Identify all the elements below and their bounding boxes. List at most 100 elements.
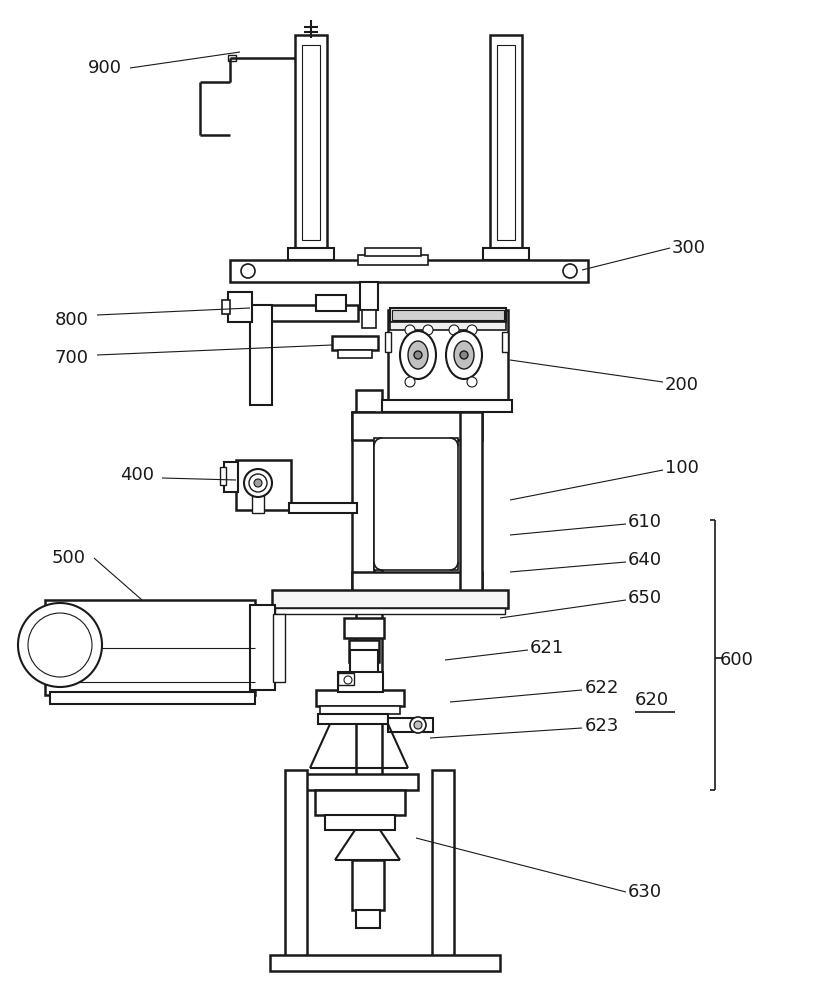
Bar bbox=[351, 412, 482, 440]
Bar bbox=[332, 336, 378, 350]
Bar bbox=[301, 45, 319, 240]
Bar bbox=[496, 45, 514, 240]
Bar bbox=[228, 55, 236, 61]
Bar bbox=[272, 590, 508, 608]
Bar bbox=[274, 608, 505, 614]
Text: 400: 400 bbox=[120, 466, 154, 484]
Bar bbox=[364, 248, 420, 256]
Bar bbox=[337, 350, 372, 358]
Bar bbox=[387, 310, 508, 405]
Bar bbox=[224, 462, 238, 492]
Bar bbox=[337, 673, 354, 685]
Circle shape bbox=[449, 325, 459, 335]
Text: 623: 623 bbox=[584, 717, 618, 735]
Circle shape bbox=[249, 474, 267, 492]
Bar bbox=[295, 35, 327, 255]
Text: 900: 900 bbox=[88, 59, 122, 77]
Bar bbox=[236, 460, 291, 510]
Bar bbox=[269, 955, 500, 971]
Bar bbox=[351, 572, 482, 600]
Text: 630: 630 bbox=[627, 883, 661, 901]
Text: 500: 500 bbox=[52, 549, 86, 567]
Bar bbox=[351, 860, 383, 910]
Ellipse shape bbox=[408, 341, 428, 369]
Bar bbox=[219, 467, 226, 485]
Text: 621: 621 bbox=[529, 639, 563, 657]
Bar bbox=[482, 248, 528, 260]
Circle shape bbox=[467, 377, 477, 387]
Bar bbox=[273, 614, 285, 682]
Circle shape bbox=[241, 264, 255, 278]
Ellipse shape bbox=[454, 341, 473, 369]
Text: 700: 700 bbox=[55, 349, 89, 367]
Bar bbox=[432, 770, 454, 970]
Bar bbox=[355, 390, 382, 810]
Text: 622: 622 bbox=[584, 679, 618, 697]
Bar bbox=[285, 770, 306, 970]
Bar bbox=[373, 438, 458, 570]
Circle shape bbox=[405, 377, 414, 387]
Circle shape bbox=[467, 325, 477, 335]
Bar bbox=[360, 282, 378, 310]
Ellipse shape bbox=[446, 331, 482, 379]
Circle shape bbox=[414, 721, 422, 729]
Bar bbox=[288, 503, 356, 513]
Bar bbox=[382, 400, 511, 412]
Circle shape bbox=[244, 469, 272, 497]
Bar bbox=[250, 605, 274, 690]
Circle shape bbox=[254, 479, 262, 487]
Text: 800: 800 bbox=[55, 311, 88, 329]
Circle shape bbox=[414, 351, 422, 359]
Bar bbox=[250, 305, 358, 321]
Bar bbox=[385, 332, 391, 352]
Circle shape bbox=[423, 325, 432, 335]
Circle shape bbox=[28, 613, 92, 677]
Text: 610: 610 bbox=[627, 513, 661, 531]
Bar bbox=[501, 332, 508, 352]
Bar bbox=[390, 308, 505, 322]
Bar bbox=[318, 714, 387, 724]
Bar bbox=[344, 618, 383, 638]
Bar bbox=[229, 260, 587, 282]
Bar bbox=[228, 292, 251, 322]
Bar bbox=[337, 672, 382, 692]
Text: 600: 600 bbox=[719, 651, 753, 669]
Text: 640: 640 bbox=[627, 551, 661, 569]
Bar bbox=[459, 412, 482, 600]
Bar bbox=[355, 910, 379, 928]
Bar bbox=[490, 35, 522, 255]
Circle shape bbox=[459, 351, 468, 359]
Circle shape bbox=[344, 676, 351, 684]
Bar bbox=[319, 706, 400, 714]
Bar bbox=[315, 690, 404, 706]
Bar bbox=[361, 310, 376, 328]
Circle shape bbox=[410, 717, 426, 733]
Bar bbox=[45, 600, 255, 695]
Bar bbox=[358, 255, 428, 265]
Text: 650: 650 bbox=[627, 589, 661, 607]
Circle shape bbox=[18, 603, 102, 687]
Bar bbox=[324, 815, 395, 830]
Bar bbox=[391, 310, 504, 320]
Text: 200: 200 bbox=[664, 376, 698, 394]
Bar bbox=[251, 495, 264, 513]
Circle shape bbox=[405, 325, 414, 335]
Text: 620: 620 bbox=[634, 691, 668, 709]
Bar bbox=[287, 248, 333, 260]
Bar bbox=[250, 305, 272, 405]
Bar bbox=[315, 295, 346, 311]
Bar bbox=[222, 300, 229, 314]
Bar bbox=[247, 310, 254, 318]
Bar bbox=[350, 650, 378, 682]
Ellipse shape bbox=[400, 331, 436, 379]
Bar bbox=[351, 412, 373, 602]
Text: 100: 100 bbox=[664, 459, 698, 477]
Bar bbox=[50, 692, 255, 704]
Text: 300: 300 bbox=[672, 239, 705, 257]
Bar bbox=[349, 640, 378, 662]
Bar bbox=[387, 718, 432, 732]
Circle shape bbox=[563, 264, 577, 278]
Bar bbox=[297, 774, 418, 790]
Bar bbox=[314, 790, 405, 815]
Bar bbox=[390, 322, 505, 330]
